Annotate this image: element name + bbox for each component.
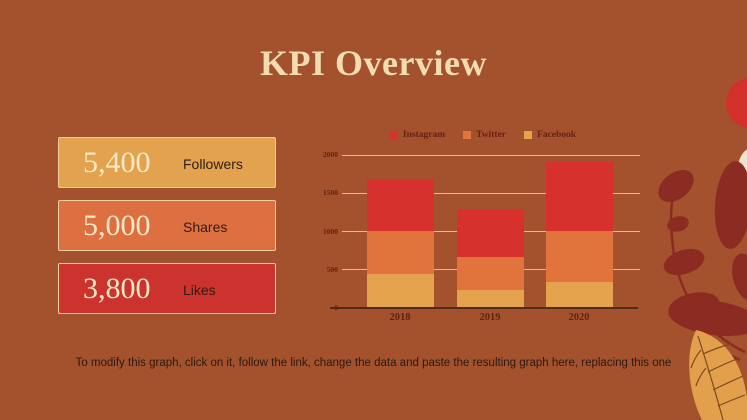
legend-label: Instagram: [402, 130, 446, 140]
stat-card: 5,000 Shares: [58, 200, 276, 251]
bar-segment-instagram-2018: [366, 179, 434, 231]
bar-segment-facebook-2020: [545, 281, 613, 308]
gridline: [342, 154, 640, 156]
legend-swatch-icon: [524, 131, 533, 139]
maroon-branch-icon: [658, 161, 747, 362]
bar-segment-twitter-2018: [366, 230, 434, 274]
red-berry-icon: [726, 78, 747, 128]
stat-label: Likes: [183, 281, 216, 298]
stat-value: 5,000: [83, 208, 151, 242]
page-title: KPI Overview: [260, 43, 487, 83]
legend-item-facebook: Facebook: [524, 130, 576, 140]
stat-card: 5,400 Followers: [58, 137, 276, 188]
y-axis-tick-label: 2000: [323, 150, 338, 159]
bar-segment-twitter-2019: [456, 257, 524, 291]
stat-value: 3,800: [83, 271, 151, 305]
y-axis-tick-label: 1500: [323, 188, 338, 198]
x-axis-label: 2018: [389, 312, 411, 323]
cream-leaf-icon: [736, 147, 747, 239]
bar-segment-twitter-2020: [545, 230, 613, 282]
gridline: [342, 192, 640, 194]
legend-swatch-icon: [389, 131, 398, 139]
bar-segment-facebook-2019: [456, 290, 524, 308]
stat-label: Followers: [183, 155, 243, 172]
legend-item-instagram: Instagram: [389, 130, 446, 140]
x-axis-label: 2019: [479, 312, 501, 323]
caption: To modify this graph, click on it, follo…: [75, 357, 672, 369]
bar-segment-facebook-2018: [366, 273, 434, 308]
amber-leaf-icon: [689, 330, 747, 420]
legend-item-twitter: Twitter: [463, 130, 506, 140]
stat-label: Shares: [183, 218, 228, 235]
legend-label: Facebook: [537, 130, 577, 140]
bar-segment-instagram-2020: [545, 161, 613, 231]
stat-card: 3,800 Likes: [58, 263, 276, 314]
chart-legend: Instagram Twitter Facebook: [316, 130, 650, 140]
legend-label: Twitter: [476, 130, 507, 140]
y-axis-tick-label: 500: [326, 264, 338, 274]
bar-segment-instagram-2019: [456, 208, 524, 258]
y-axis-tick-label: 1000: [323, 226, 338, 236]
stat-value: 5,400: [83, 145, 151, 179]
legend-swatch-icon: [463, 131, 472, 139]
x-axis-label: 2020: [568, 312, 590, 323]
x-axis-line: [330, 307, 638, 309]
